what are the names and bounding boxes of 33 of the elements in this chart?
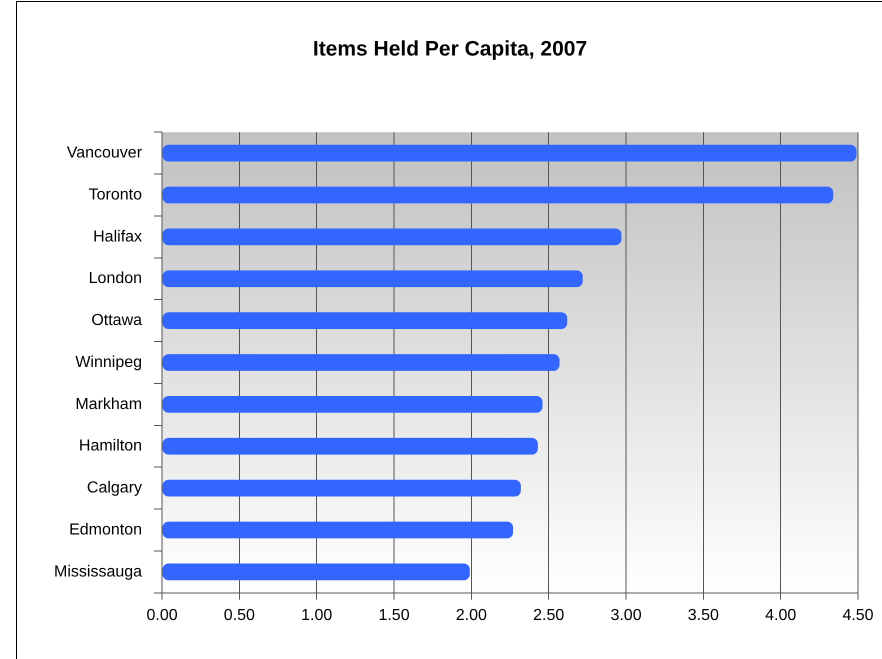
bar [162, 563, 470, 580]
y-tick-label: Mississauga [54, 563, 142, 580]
bar [162, 396, 542, 413]
y-tick-label: Toronto [88, 186, 142, 204]
bar [162, 438, 538, 455]
x-tick-label: 0.50 [224, 606, 256, 624]
x-tick-label: 2.50 [533, 606, 564, 624]
y-tick-label: Hamilton [78, 438, 142, 455]
x-tick-label: 1.00 [301, 606, 332, 624]
x-tick-label: 1.50 [378, 606, 410, 624]
x-tick-label: 3.00 [610, 606, 642, 624]
y-tick-label: Halifax [93, 228, 142, 246]
y-tick-label: Edmonton [69, 521, 142, 538]
y-tick-label: Vancouver [66, 144, 143, 162]
x-tick-label: 3.50 [688, 606, 720, 624]
chart-title: Items Held Per Capita, 2007 [312, 37, 588, 60]
bar [162, 186, 834, 204]
bar [162, 270, 583, 288]
y-tick-label: Winnipeg [75, 354, 142, 371]
y-tick-label: Calgary [86, 480, 142, 497]
bar [162, 480, 521, 496]
y-tick-label: Ottawa [91, 312, 142, 330]
x-tick-label: 2.00 [456, 606, 488, 624]
bar [162, 312, 568, 329]
bar [162, 354, 560, 371]
bar [162, 228, 622, 246]
bar [162, 144, 856, 162]
x-tick-label: 4.00 [765, 606, 796, 624]
x-tick-label: 0.00 [146, 606, 178, 624]
x-tick-label: 4.50 [842, 606, 874, 624]
y-tick-label: Markham [75, 396, 142, 413]
y-tick-label: London [88, 270, 142, 288]
bar [162, 522, 514, 538]
